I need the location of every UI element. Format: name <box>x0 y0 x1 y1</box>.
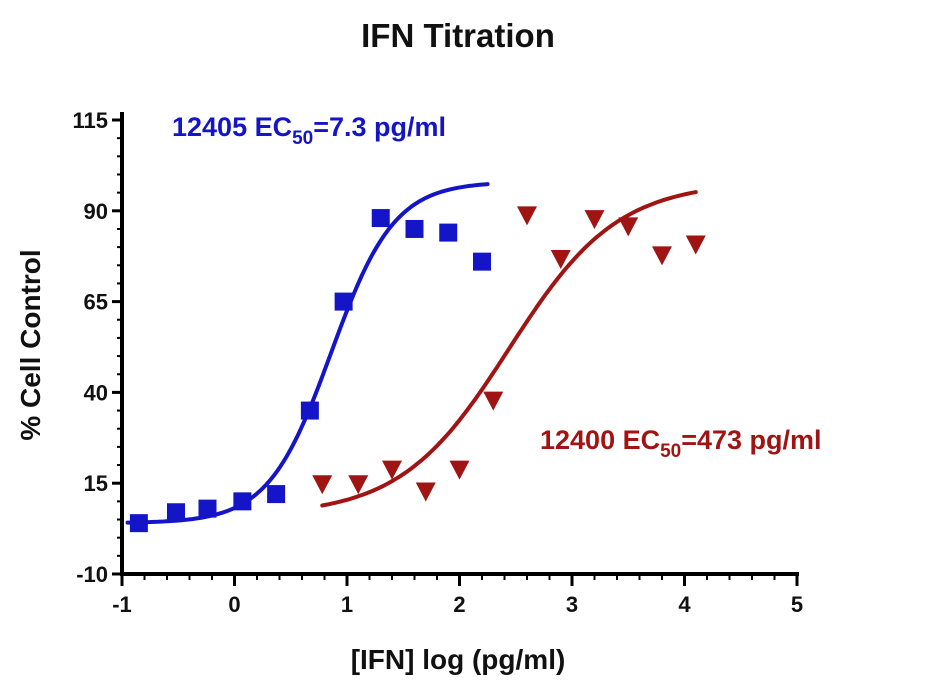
x-tick-label: 1 <box>341 592 353 617</box>
data-point-12400 <box>348 475 369 495</box>
x-tick-label: -1 <box>112 592 132 617</box>
data-point-12405 <box>334 292 353 311</box>
annotation-12405-prefix: 12405 EC <box>172 112 292 142</box>
data-point-12400 <box>449 460 470 480</box>
data-point-12405 <box>167 503 185 522</box>
annotation-12405-suffix: =7.3 pg/ml <box>313 112 446 142</box>
x-axis: -1 0 1 2 3 4 5 <box>112 572 803 617</box>
x-tick-label: 5 <box>791 592 803 617</box>
y-tick-label: 15 <box>84 471 108 496</box>
x-tick-label: 2 <box>453 592 465 617</box>
x-tick-label: 4 <box>678 592 691 617</box>
data-point-12400 <box>618 217 639 237</box>
x-axis-label: [IFN] log (pg/ml) <box>351 644 566 675</box>
x-ticks: -1 0 1 2 3 4 5 <box>112 574 803 617</box>
y-tick-label: 65 <box>84 290 108 315</box>
data-point-12400 <box>483 391 504 411</box>
data-point-12405 <box>129 514 148 533</box>
annotation-12400: 12400 EC50=473 pg/ml <box>540 425 822 462</box>
data-point-12405 <box>405 219 424 238</box>
annotation-12405: 12405 EC50=7.3 pg/ml <box>172 112 446 149</box>
x-tick-label: 0 <box>228 592 240 617</box>
y-axis: -10 15 40 65 90 115 <box>73 108 124 587</box>
annotation-12405-subscript: 50 <box>292 128 313 149</box>
y-tick-label: -10 <box>76 562 108 587</box>
data-point-12405 <box>233 492 252 511</box>
data-point-12400 <box>517 206 537 226</box>
data-point-12400 <box>584 210 605 230</box>
annotation-12400-suffix: =473 pg/ml <box>681 425 821 455</box>
data-point-12400 <box>685 235 706 255</box>
data-point-12400 <box>550 250 571 270</box>
annotation-12400-subscript: 50 <box>660 441 681 462</box>
data-point-12405 <box>473 252 491 271</box>
plot-area <box>125 182 706 533</box>
data-point-12400 <box>382 460 402 480</box>
data-point-12405 <box>300 401 319 420</box>
y-tick-label: 40 <box>84 380 108 405</box>
annotation-12400-prefix: 12400 EC <box>540 425 660 455</box>
y-tick-label: 115 <box>73 108 109 133</box>
x-tick-label: 3 <box>566 592 578 617</box>
chart-title: IFN Titration <box>361 17 555 54</box>
data-point-12405 <box>267 485 286 504</box>
y-tick-label: 90 <box>84 199 108 224</box>
data-point-12400 <box>415 482 436 502</box>
y-axis-label: % Cell Control <box>15 249 46 440</box>
data-points <box>129 206 706 533</box>
y-ticks: -10 15 40 65 90 115 <box>73 108 122 587</box>
data-point-12400 <box>652 246 672 266</box>
fit-curve-12400 <box>320 190 698 508</box>
fit-curve-12405 <box>125 182 490 525</box>
data-point-12405 <box>371 209 390 228</box>
data-point-12400 <box>312 475 333 495</box>
data-point-12405 <box>439 223 458 242</box>
data-point-12405 <box>198 499 217 518</box>
